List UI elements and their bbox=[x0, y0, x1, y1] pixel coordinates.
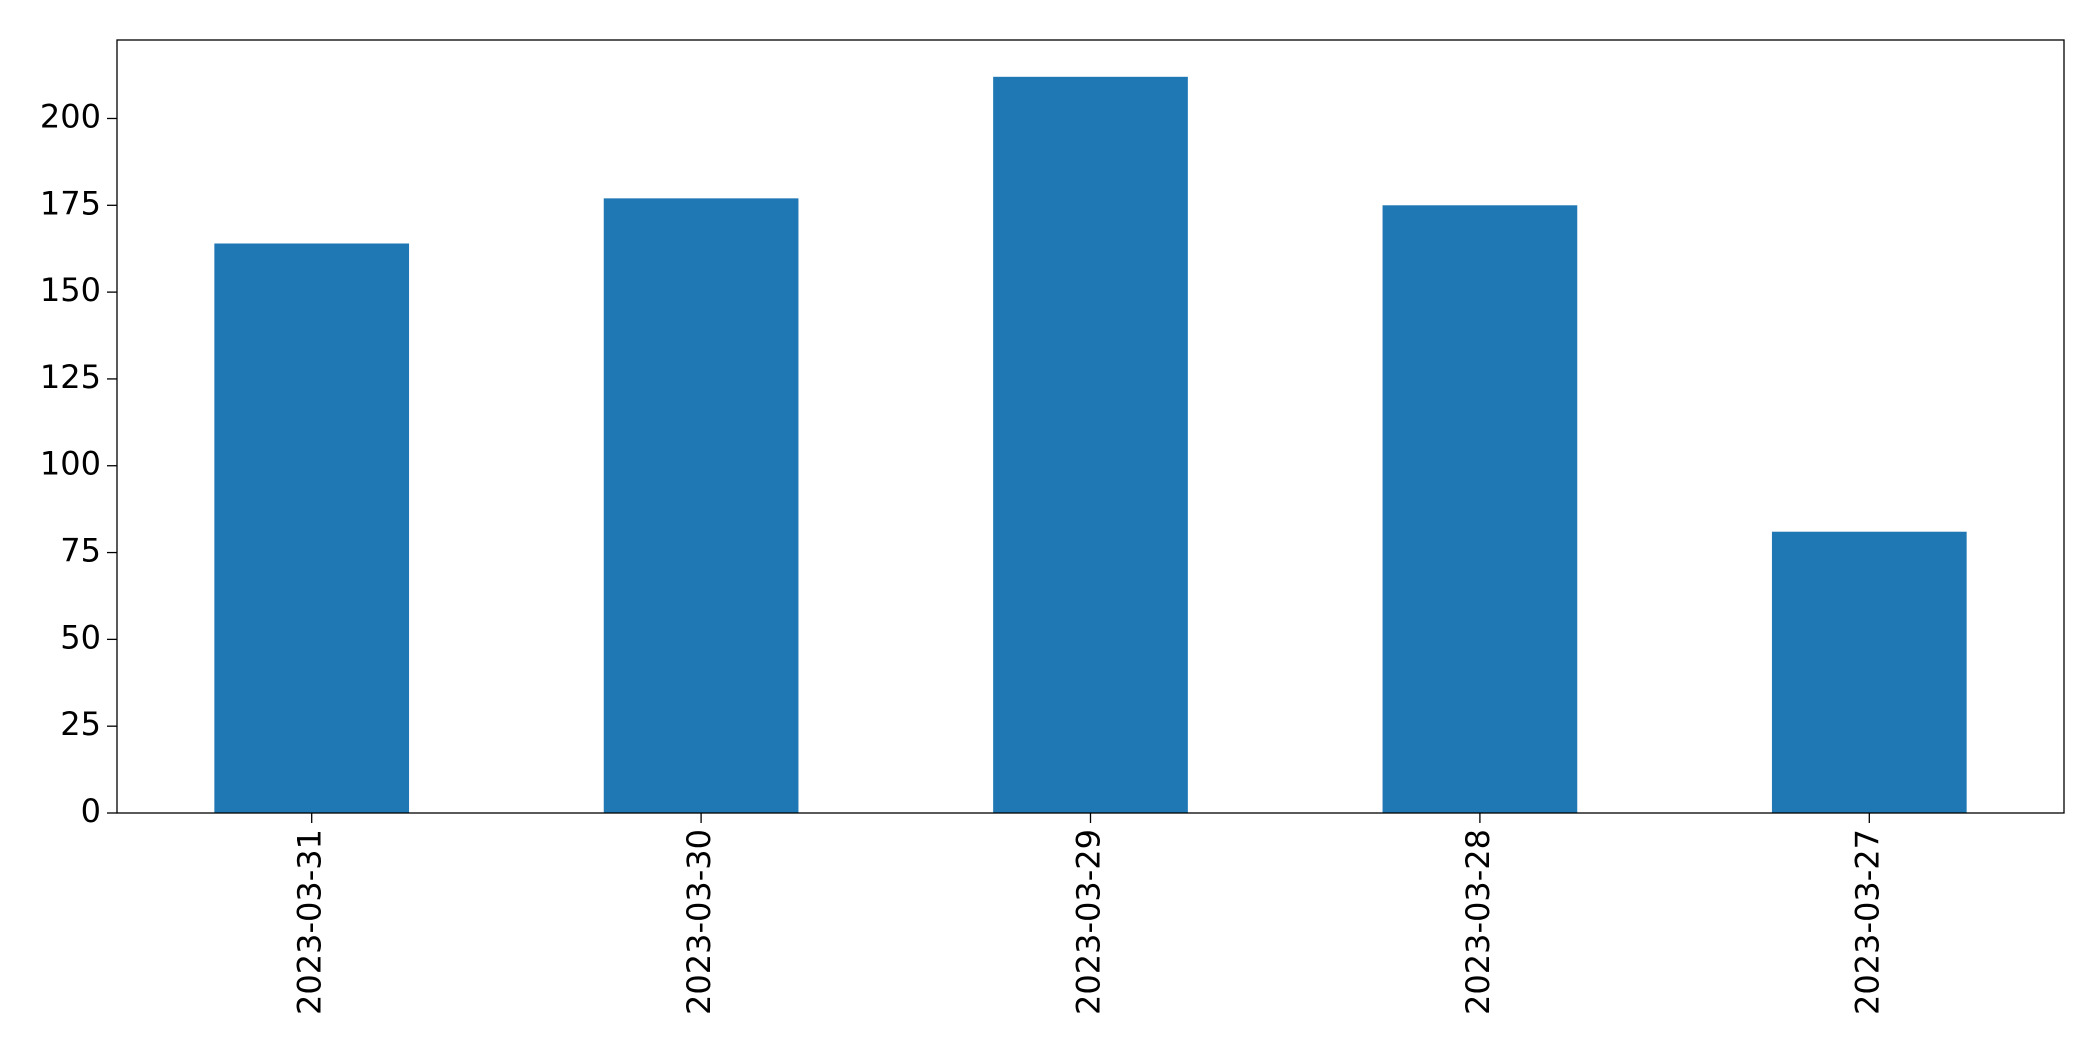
x-tick-label: 2023-03-30 bbox=[680, 829, 718, 1015]
y-tick-label: 175 bbox=[40, 184, 101, 222]
y-tick-label: 0 bbox=[81, 792, 101, 830]
bar bbox=[603, 198, 799, 813]
bar bbox=[214, 243, 410, 814]
y-tick-label: 125 bbox=[40, 358, 101, 396]
y-tick-label: 150 bbox=[40, 271, 101, 309]
bar bbox=[1771, 531, 1967, 813]
x-tick-label: 2023-03-31 bbox=[291, 829, 329, 1015]
bar bbox=[1382, 205, 1578, 813]
y-tick-label: 50 bbox=[60, 618, 101, 656]
x-tick-label: 2023-03-29 bbox=[1070, 829, 1108, 1015]
y-tick-label: 100 bbox=[40, 445, 101, 483]
x-tick-label: 2023-03-27 bbox=[1848, 829, 1886, 1015]
y-tick-label: 200 bbox=[40, 97, 101, 135]
plot-frame bbox=[116, 39, 2065, 814]
x-tick-label: 2023-03-28 bbox=[1459, 829, 1497, 1015]
bar bbox=[993, 76, 1188, 814]
y-tick-label: 75 bbox=[60, 532, 101, 570]
y-tick-label: 25 bbox=[60, 705, 101, 743]
